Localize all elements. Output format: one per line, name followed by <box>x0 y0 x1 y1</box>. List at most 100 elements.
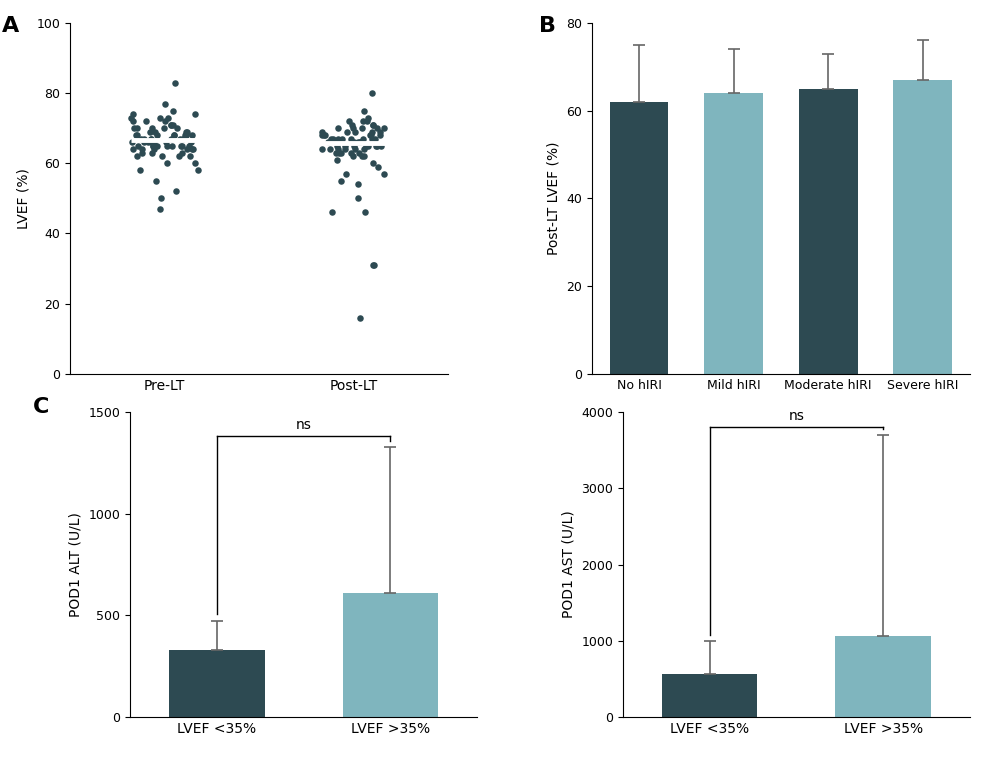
Point <box>146 136 162 148</box>
Point <box>341 115 357 127</box>
Text: B: B <box>539 16 556 36</box>
Point <box>125 115 141 127</box>
Point <box>325 133 341 145</box>
Point <box>356 105 372 117</box>
Point <box>163 133 179 145</box>
Point <box>158 136 174 148</box>
Point <box>153 192 169 204</box>
Point <box>360 111 376 124</box>
Point <box>157 115 173 127</box>
Point <box>145 140 161 152</box>
Point <box>136 136 152 148</box>
Point <box>159 157 175 169</box>
Bar <box>799 89 858 374</box>
Point <box>343 146 359 159</box>
Point <box>376 122 392 134</box>
Point <box>185 143 201 156</box>
Point <box>314 126 330 138</box>
Point <box>190 164 206 176</box>
Point <box>364 133 380 145</box>
Point <box>362 129 378 141</box>
Point <box>346 140 362 152</box>
Point <box>143 133 159 145</box>
Point <box>337 140 353 152</box>
Point <box>134 146 150 159</box>
Point <box>159 140 175 152</box>
Point <box>365 157 381 169</box>
Point <box>143 133 159 145</box>
Point <box>125 108 141 121</box>
Point <box>187 108 203 121</box>
Point <box>184 143 200 156</box>
Point <box>357 206 373 218</box>
Point <box>360 140 376 152</box>
Point <box>338 168 354 180</box>
Point <box>337 143 353 156</box>
Point <box>142 126 158 138</box>
Point <box>144 122 160 134</box>
Point <box>352 311 368 324</box>
Point <box>166 129 182 141</box>
Point <box>346 136 362 148</box>
Point <box>358 140 374 152</box>
Point <box>140 136 156 148</box>
Point <box>324 206 340 218</box>
Point <box>143 136 159 148</box>
Point <box>181 140 197 152</box>
Point <box>183 136 199 148</box>
Point <box>365 259 381 271</box>
Point <box>152 111 168 124</box>
Bar <box>893 80 952 374</box>
Point <box>163 118 179 130</box>
Point <box>323 133 339 145</box>
Text: A: A <box>2 16 19 36</box>
Point <box>317 129 333 141</box>
Point <box>372 126 388 138</box>
Point <box>169 122 185 134</box>
Point <box>351 146 367 159</box>
Point <box>138 115 154 127</box>
Point <box>166 129 182 141</box>
Point <box>330 122 346 134</box>
Point <box>356 150 372 163</box>
Point <box>126 122 142 134</box>
Text: C: C <box>33 397 49 417</box>
Point <box>129 150 145 163</box>
Point <box>184 129 200 141</box>
Point <box>125 143 141 156</box>
Point <box>144 146 160 159</box>
Point <box>350 179 366 191</box>
Point <box>129 129 145 141</box>
Point <box>128 129 144 141</box>
Point <box>350 192 366 204</box>
Point <box>156 122 172 134</box>
Point <box>134 143 150 156</box>
Point <box>133 133 149 145</box>
Y-axis label: Post-LT LVEF (%): Post-LT LVEF (%) <box>547 142 561 255</box>
Point <box>154 150 170 163</box>
Point <box>129 122 145 134</box>
Point <box>355 133 371 145</box>
Point <box>370 161 386 173</box>
Point <box>365 118 381 130</box>
Point <box>347 143 363 156</box>
Point <box>354 122 370 134</box>
Point <box>328 146 344 159</box>
Point <box>149 129 165 141</box>
Point <box>345 122 361 134</box>
Point <box>359 115 375 127</box>
Point <box>333 175 349 187</box>
Point <box>123 111 139 124</box>
Point <box>132 164 148 176</box>
Point <box>356 143 372 156</box>
Point <box>355 115 371 127</box>
Point <box>330 133 346 145</box>
Point <box>160 111 176 124</box>
Point <box>320 136 336 148</box>
Point <box>174 146 190 159</box>
Point <box>366 259 382 271</box>
Point <box>364 87 380 99</box>
Point <box>352 136 368 148</box>
Point <box>367 133 383 145</box>
Point <box>148 175 164 187</box>
